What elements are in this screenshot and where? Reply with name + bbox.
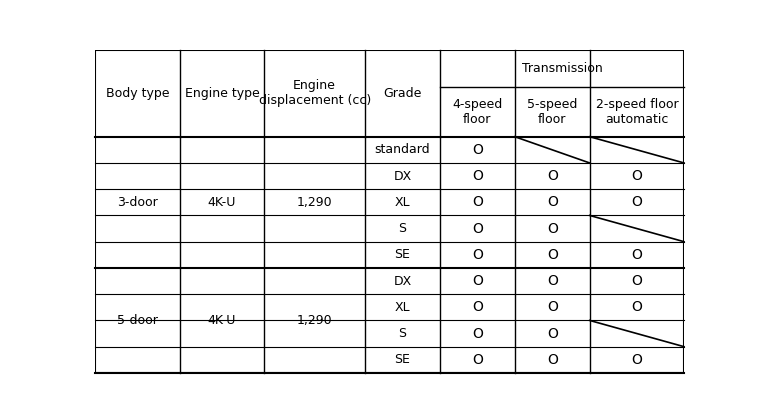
Text: O: O <box>472 143 483 157</box>
Text: O: O <box>546 300 558 314</box>
Text: O: O <box>472 300 483 314</box>
Text: O: O <box>472 274 483 288</box>
Text: O: O <box>632 248 642 262</box>
Text: O: O <box>472 195 483 210</box>
Text: 1,290: 1,290 <box>297 314 332 327</box>
Text: O: O <box>632 195 642 210</box>
Text: O: O <box>632 300 642 314</box>
Text: 4K-U: 4K-U <box>207 314 236 327</box>
Text: Engine type: Engine type <box>185 87 259 100</box>
Text: DX: DX <box>394 170 412 183</box>
Text: O: O <box>632 274 642 288</box>
Text: Grade: Grade <box>383 87 422 100</box>
Text: O: O <box>546 353 558 367</box>
Text: 5-speed
floor: 5-speed floor <box>527 98 578 126</box>
Text: O: O <box>546 248 558 262</box>
Text: O: O <box>632 353 642 367</box>
Text: SE: SE <box>394 353 410 366</box>
Text: O: O <box>472 169 483 183</box>
Text: Transmission: Transmission <box>521 62 603 75</box>
Text: O: O <box>472 353 483 367</box>
Text: O: O <box>546 326 558 341</box>
Text: 5-door: 5-door <box>117 314 158 327</box>
Text: O: O <box>632 169 642 183</box>
Text: S: S <box>398 327 407 340</box>
Text: standard: standard <box>375 143 430 156</box>
Text: Body type: Body type <box>106 87 169 100</box>
Text: O: O <box>472 248 483 262</box>
Text: Engine
displacement (cc): Engine displacement (cc) <box>258 80 371 108</box>
Text: XL: XL <box>394 301 410 314</box>
Text: O: O <box>472 222 483 235</box>
Text: 2-speed floor
automatic: 2-speed floor automatic <box>596 98 678 126</box>
Text: O: O <box>546 169 558 183</box>
Text: SE: SE <box>394 248 410 261</box>
Text: 3-door: 3-door <box>117 196 157 209</box>
Text: O: O <box>546 274 558 288</box>
Text: O: O <box>546 195 558 210</box>
Text: 4K-U: 4K-U <box>207 196 236 209</box>
Text: XL: XL <box>394 196 410 209</box>
Text: S: S <box>398 222 407 235</box>
Text: O: O <box>546 222 558 235</box>
Text: DX: DX <box>394 274 412 287</box>
Text: 1,290: 1,290 <box>297 196 332 209</box>
Text: 4-speed
floor: 4-speed floor <box>452 98 502 126</box>
Text: O: O <box>472 326 483 341</box>
